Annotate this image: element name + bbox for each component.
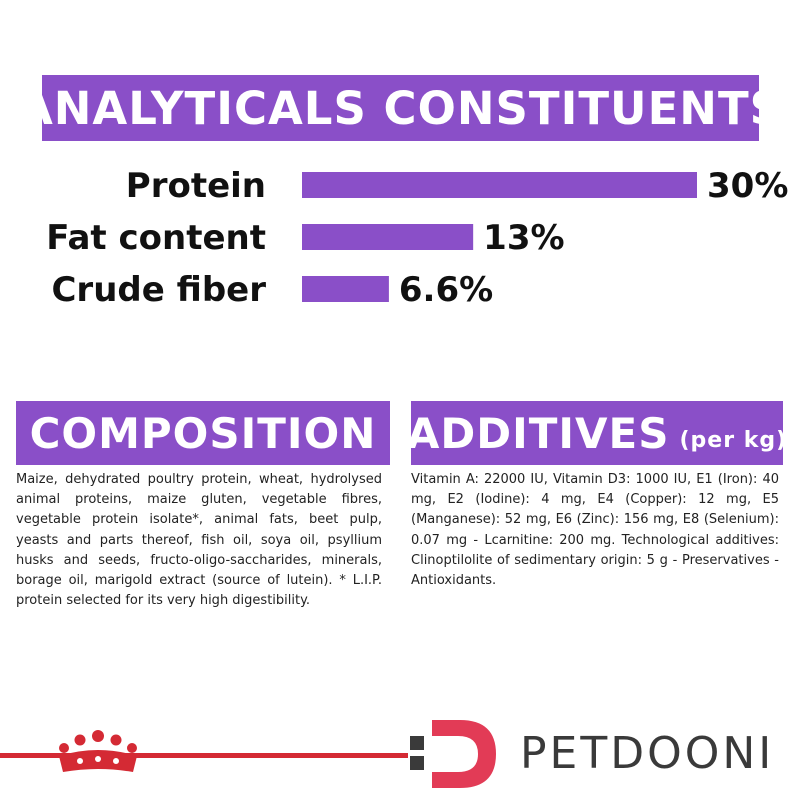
bar <box>302 276 389 302</box>
constituents-chart: Protein 30% Fat content 13% Crude fiber 6.6% <box>46 166 788 310</box>
value-label: 13% <box>483 218 564 258</box>
category-label: Protein <box>126 166 266 206</box>
value-label: 6.6% <box>399 270 493 310</box>
footer-red-line <box>0 753 800 758</box>
additives-subtitle: (per kg) <box>679 428 788 453</box>
analytics-banner: ANALYTICALS CONSTITUENTS <box>18 75 782 141</box>
value-label: 30% <box>707 166 788 206</box>
banner-title: ANALYTICALS CONSTITUENTS <box>17 81 784 135</box>
footer: PETDOONI <box>0 710 800 800</box>
additives-title: ADDITIVES <box>406 408 670 458</box>
additives-header: ADDITIVES (per kg) <box>407 401 786 465</box>
petdooni-mark-icon <box>410 720 496 788</box>
composition-header: COMPOSITION <box>16 401 390 465</box>
additives-text: Vitamin A: 22000 IU, Vitamin D3: 1000 IU… <box>411 472 779 589</box>
category-label: Crude fiber <box>51 270 266 310</box>
crown-icon <box>59 730 137 772</box>
bar <box>302 224 474 250</box>
composition-text: Maize, dehydrated poultry protein, wheat… <box>16 472 382 609</box>
brand-text: PETDOONI <box>520 728 775 779</box>
composition-title: COMPOSITION <box>29 408 377 458</box>
bar <box>302 172 697 198</box>
category-label: Fat content <box>46 218 266 258</box>
petdooni-logo: PETDOONI <box>408 710 800 800</box>
